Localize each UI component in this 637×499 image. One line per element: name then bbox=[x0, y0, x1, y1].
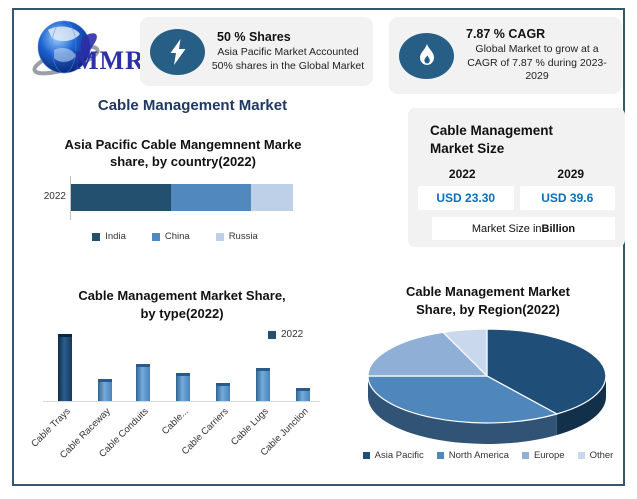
value-2029: USD 39.6 bbox=[519, 186, 615, 211]
pie-slice-europe bbox=[367, 331, 488, 377]
country-chart-axis-label: 2022 bbox=[43, 191, 66, 202]
shares-callout: 50 % Shares Asia Pacific Market Accounte… bbox=[140, 17, 373, 86]
legend-label: China bbox=[164, 231, 190, 242]
legend-swatch bbox=[92, 232, 101, 241]
legend-item: India bbox=[92, 231, 126, 242]
legend-item: Europe bbox=[521, 450, 565, 461]
shares-line2: 50% shares in the Global Market bbox=[211, 59, 365, 72]
legend-swatch bbox=[268, 330, 276, 339]
bar-segment-china bbox=[170, 184, 251, 211]
bar-segment-india bbox=[71, 184, 171, 211]
year-2022: 2022 bbox=[448, 167, 476, 182]
bar-cable- bbox=[176, 373, 190, 401]
region-chart-title: Cable Management Market Share, by Region… bbox=[406, 284, 570, 317]
cagr-title: 7.87 % CAGR bbox=[466, 27, 546, 42]
legend-swatch bbox=[215, 232, 224, 241]
market-size-years: 2022 2029 bbox=[408, 167, 625, 181]
type-chart-title: Cable Management Market Share, by type(2… bbox=[78, 288, 286, 321]
cagr-callout: 7.87 % CAGR Global Market to grow at a C… bbox=[389, 17, 622, 94]
country-stacked-bar bbox=[71, 184, 293, 211]
region-chart-legend: Asia Pacific North America Europe Other bbox=[352, 450, 624, 461]
bar-cable-raceway bbox=[98, 379, 112, 401]
country-chart-title: Asia Pacific Cable Mangemnent Marke shar… bbox=[64, 137, 302, 169]
legend-swatch bbox=[362, 452, 370, 459]
logo-text: MMR bbox=[74, 46, 145, 75]
legend-item: Asia Pacific bbox=[362, 450, 424, 461]
type-chart-baseline bbox=[43, 401, 320, 402]
legend-label: Europe bbox=[533, 450, 565, 461]
bar-segment-russia bbox=[250, 184, 293, 211]
bar-cable-junction bbox=[296, 388, 310, 401]
country-chart-axis bbox=[70, 176, 71, 220]
legend-item: North America bbox=[436, 450, 509, 461]
market-size-heading: Cable Management Market Size bbox=[430, 123, 554, 157]
legend-label: Russia bbox=[228, 231, 258, 242]
legend-item: China bbox=[151, 231, 190, 242]
legend-label: North America bbox=[448, 450, 509, 461]
type-bar-plot bbox=[45, 334, 318, 401]
pie-slice-asia-pacific bbox=[556, 376, 606, 435]
type-chart-legend: 2022 bbox=[268, 329, 303, 340]
legend-label: India bbox=[105, 231, 126, 242]
shares-title: 50 % Shares bbox=[217, 29, 291, 44]
pie-slice-north-america bbox=[367, 375, 558, 424]
market-size-card: Cable Management Market Size 2022 2029 U… bbox=[408, 108, 625, 247]
legend-label: Other bbox=[589, 450, 614, 461]
bar-cable-conduits bbox=[136, 364, 150, 401]
country-chart-legend: India China Russia bbox=[25, 231, 325, 242]
region-pie-chart bbox=[362, 327, 612, 454]
legend-item: Other bbox=[577, 450, 614, 461]
flame-icon bbox=[399, 32, 454, 79]
bar-cable-lugs bbox=[256, 368, 270, 401]
legend-swatch bbox=[151, 232, 160, 241]
legend-swatch bbox=[521, 452, 529, 459]
mmr-logo: MMR bbox=[30, 16, 144, 84]
market-size-unit: Market Size in Billion bbox=[432, 217, 615, 241]
pie-slice-north-america bbox=[368, 376, 557, 444]
cagr-line2: CAGR of 7.87 % during 2023- bbox=[467, 56, 607, 69]
value-2022: USD 23.30 bbox=[418, 186, 514, 211]
lightning-icon bbox=[150, 28, 205, 75]
pie-icon bbox=[367, 328, 607, 444]
year-2029: 2029 bbox=[557, 167, 585, 182]
cagr-line3: 2029 bbox=[525, 70, 549, 83]
globe-icon bbox=[32, 20, 100, 76]
legend-item: Russia bbox=[215, 231, 258, 242]
page-title: Cable Management Market bbox=[97, 97, 288, 114]
pie-slice-other bbox=[442, 328, 488, 377]
legend-label: 2022 bbox=[281, 329, 304, 340]
legend-swatch bbox=[436, 452, 444, 459]
cagr-line1: Global Market to grow at a bbox=[475, 43, 599, 56]
legend-label: Asia Pacific bbox=[374, 450, 424, 461]
market-size-values: USD 23.30 USD 39.6 bbox=[408, 186, 625, 211]
shares-line1: Asia Pacific Market Accounted bbox=[217, 45, 359, 58]
pie-slice-asia-pacific bbox=[486, 328, 607, 415]
legend-swatch bbox=[577, 452, 585, 459]
outer-frame bbox=[12, 8, 625, 486]
bar-cable-carriers bbox=[216, 383, 230, 401]
bar-cable-trays bbox=[58, 334, 72, 401]
